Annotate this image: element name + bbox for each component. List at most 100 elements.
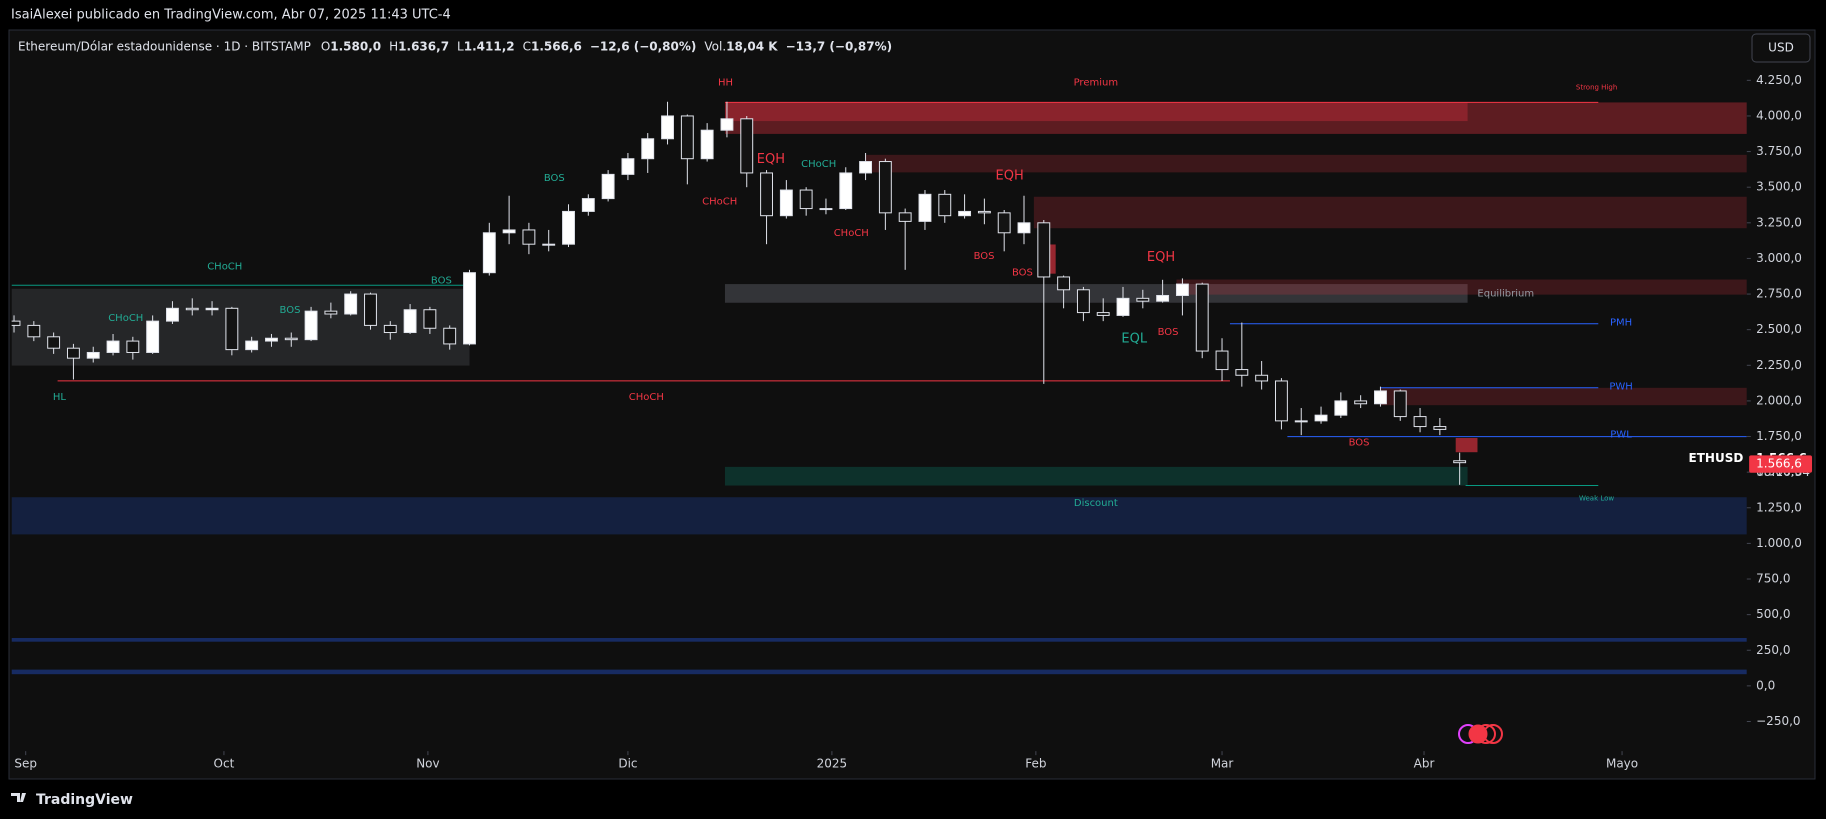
candle-body: [225, 307, 239, 351]
candle-body: [740, 118, 754, 174]
candle-body: [839, 172, 853, 210]
header: IsaiAlexei publicado en TradingView.com,…: [11, 8, 451, 23]
candle-body: [997, 212, 1011, 234]
candle-body: [1393, 390, 1407, 418]
legend-key: C: [523, 40, 531, 54]
candle-body: [542, 243, 556, 246]
annotation: BOS: [544, 173, 565, 184]
annotation: BOS: [1012, 268, 1033, 279]
plot: [11, 101, 1747, 675]
y-tick-label: 500,0: [1756, 607, 1790, 621]
candle-body: [205, 307, 219, 311]
candle-body: [106, 340, 120, 353]
annotation: Premium: [1074, 78, 1119, 89]
candle-body: [1175, 283, 1189, 296]
candle-body: [11, 320, 21, 326]
price-tag: 1.566,6: [1756, 457, 1802, 471]
candle-body: [364, 293, 377, 326]
annotation: CHoCH: [207, 262, 242, 273]
y-tick-label: 2.500,0: [1756, 322, 1802, 336]
candle-body: [1156, 294, 1170, 302]
candle-body: [423, 309, 437, 329]
event-icon[interactable]: [1476, 724, 1496, 744]
candle-body: [581, 198, 595, 212]
candle-body: [601, 173, 615, 200]
x-tick-label: Mayo: [1606, 756, 1638, 770]
candle-body: [66, 347, 80, 359]
candle-body: [859, 161, 873, 174]
zone: [724, 102, 1468, 122]
legend-key: O: [321, 40, 330, 54]
candle-body: [1116, 297, 1130, 316]
y-tick-label: 2.000,0: [1756, 393, 1802, 407]
candle-body: [502, 229, 516, 234]
legend-key: H: [389, 40, 398, 54]
legend-value: 18,04 K: [726, 40, 778, 54]
candle-body: [1076, 289, 1090, 314]
zone: [1033, 196, 1747, 229]
x-tick-label: Nov: [416, 756, 439, 770]
zone: [1176, 279, 1747, 295]
candle-body: [700, 129, 714, 160]
legend-key: L: [457, 40, 464, 54]
annotation: BOS: [431, 276, 452, 287]
annotation: EQL: [1121, 331, 1147, 346]
currency-button-label[interactable]: USD: [1768, 41, 1794, 55]
candle-body: [166, 307, 179, 322]
event-icon[interactable]: [1483, 724, 1503, 744]
candle-body: [1334, 400, 1348, 416]
candle-body: [443, 327, 457, 345]
currency-button[interactable]: [1751, 33, 1811, 63]
candle-body: [661, 115, 674, 140]
candle-body: [324, 310, 338, 315]
annotation: EQH: [996, 168, 1024, 183]
candle-body: [1235, 369, 1249, 376]
zone: [11, 497, 1747, 535]
zone: [865, 154, 1747, 173]
annotation: BOS: [1158, 327, 1179, 338]
candle-body: [344, 293, 358, 315]
candle-body: [245, 340, 259, 351]
candle-body: [146, 320, 160, 353]
candle-body: [562, 210, 575, 245]
zone: [724, 284, 1468, 303]
candle-body: [720, 118, 734, 131]
candle-body: [47, 336, 61, 349]
annotation: PWL: [1610, 429, 1632, 440]
candle-body: [779, 189, 793, 217]
annotation: BOS: [280, 305, 301, 316]
candle-body: [1096, 312, 1110, 316]
annotation: PMH: [1610, 318, 1632, 329]
footer: TradingView: [36, 792, 133, 808]
legend-value: 1.636,7: [398, 40, 449, 54]
candle-body: [621, 158, 635, 175]
x-tick-label: Oct: [214, 756, 235, 770]
annotation: CHoCH: [629, 392, 664, 403]
chart-panel: [8, 29, 1816, 780]
candle-body: [1314, 414, 1328, 422]
y-tick-label: 4.250,0: [1756, 73, 1802, 87]
y-tick-label: 2.750,0: [1756, 287, 1802, 301]
annotation: EQH: [1147, 250, 1175, 265]
x-tick-label: Dic: [618, 756, 637, 770]
y-tick-label: 250,0: [1756, 643, 1790, 657]
legend-value: 1.411,2: [464, 40, 515, 54]
annotation: BOS: [974, 251, 995, 262]
candle-body: [1274, 380, 1288, 422]
candle-body: [1215, 350, 1229, 371]
annotation: PWH: [1609, 382, 1632, 393]
candle-body: [1136, 297, 1150, 302]
legend-value: −13,7 (−0,87%): [786, 40, 893, 54]
candle-body: [1433, 426, 1447, 430]
annotation: CHoCH: [801, 159, 836, 170]
zone: [11, 288, 470, 366]
y-tick-label: 1.000,0: [1756, 536, 1802, 550]
candle-body: [680, 115, 694, 160]
candle-body: [1354, 400, 1368, 405]
legend: Ethereum/Dólar estadounidense · 1D · BIT…: [18, 40, 892, 54]
x-tick-label: 2025: [817, 756, 848, 770]
zone: [1455, 437, 1478, 453]
candle-body: [304, 310, 318, 341]
symbol-label: ETHUSD: [1689, 451, 1744, 465]
